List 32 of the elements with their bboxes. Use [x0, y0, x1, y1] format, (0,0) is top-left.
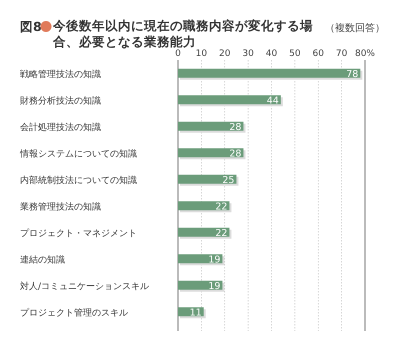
x-tick-label: 10: [196, 49, 208, 59]
y-tick-label: 会計処理技法の知識: [20, 122, 101, 133]
caption: 図8: [20, 19, 42, 34]
data-label: 22: [215, 228, 228, 239]
data-label: 19: [208, 254, 220, 266]
data-label: 22: [215, 201, 228, 212]
y-tick-label: 戦略管理技法の知識: [20, 68, 101, 80]
x-tick-label: 60: [312, 49, 324, 59]
data-label: 25: [222, 174, 234, 186]
x-tick-label: 80%: [354, 49, 376, 59]
y-tick-label: 内部統制技法についての知識: [20, 174, 137, 186]
data-label: 28: [229, 122, 242, 133]
x-tick-label: 30: [242, 49, 254, 59]
chart-title: 今後数年以内に現在の職務内容が変化する場合、必要となる業務能力: [53, 18, 313, 49]
y-tick-label: 対人/コミュニケーションスキル: [20, 280, 150, 292]
data-label: 78: [346, 68, 358, 80]
data-label: 19: [208, 280, 220, 292]
x-tick-label: 70: [336, 49, 348, 59]
y-tick-label: プロジェクト・マネジメント: [20, 228, 137, 239]
text: （複数回答）: [325, 22, 385, 34]
x-tick-label: 0: [175, 49, 182, 59]
x-tick-label: 20: [219, 49, 231, 59]
data-label: 44: [266, 95, 279, 106]
x-tick-label: 40: [266, 49, 278, 59]
y-tick-label: プロジェクト管理のスキル: [20, 307, 128, 318]
y-tick-label: 財務分析技法の知識: [20, 95, 101, 106]
y-tick-label: 業務管理技法の知識: [20, 201, 101, 212]
x-tick-label: 50: [289, 49, 301, 59]
data-label: 28: [229, 148, 242, 160]
y-tick-label: 連結の知識: [20, 254, 65, 266]
y-tick-label: 情報システムについての知識: [19, 148, 137, 160]
data-label: 11: [190, 307, 202, 318]
